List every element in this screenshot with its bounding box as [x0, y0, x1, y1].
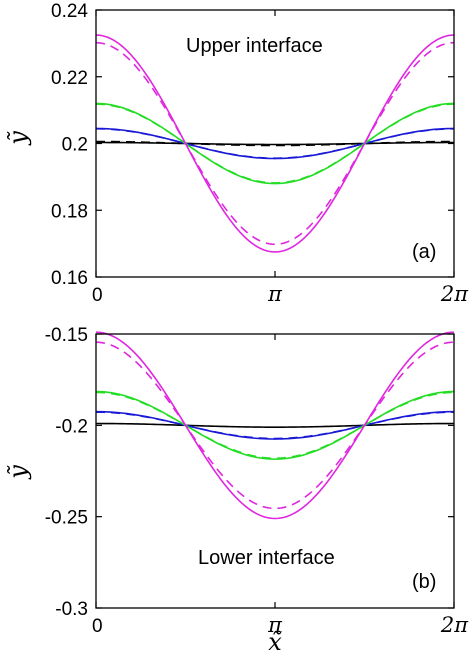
x-tick-label-upper-2: 2π: [440, 282, 469, 306]
series-line-upper-3: [95, 128, 455, 159]
y-axis-label-lower: ỹ: [4, 465, 32, 480]
series-line-lower-0: [96, 422, 454, 428]
ticks-lower: -0.3 -0.25 -0.2 -0.15 0 π 2π: [45, 325, 470, 637]
y-tick-label-upper-3: 0.22: [51, 68, 88, 89]
annotation-upper: Upper interface: [186, 35, 323, 57]
y-axis-label-upper: ỹ: [4, 131, 32, 146]
series-line-upper-7: [95, 41, 455, 246]
x-tick-label-lower-1: π: [267, 613, 283, 637]
series-line-lower-2: [95, 411, 455, 440]
ticks-upper: 0.16 0.18 0.2 0.22 0.24 0 π 2π: [51, 1, 469, 306]
y-tick-label-lower-0: -0.3: [55, 599, 88, 620]
y-tick-label-lower-3: -0.15: [45, 325, 88, 346]
x-tick-label-upper-0: 0: [92, 285, 103, 306]
curves-upper: [95, 34, 455, 253]
y-tick-label-upper-4: 0.24: [51, 1, 88, 22]
series-line-lower-6: [95, 341, 455, 510]
y-tick-label-lower-1: -0.25: [45, 508, 88, 529]
series-line-lower-5: [95, 331, 455, 520]
y-tick-label-upper-0: 0.16: [51, 268, 88, 289]
series-line-upper-6: [95, 34, 455, 253]
annotation-lower: Lower interface: [198, 547, 335, 569]
series-line-upper-5: [95, 103, 455, 184]
y-tick-label-lower-2: -0.2: [55, 416, 88, 437]
panel-label-a: (a): [412, 241, 436, 263]
x-axis-label: x̃: [268, 628, 282, 656]
x-tick-label-upper-1: π: [267, 282, 283, 306]
panel-upper: 0.160.180.20.220.240 π 2π Upper interface …: [4, 1, 469, 306]
panel-label-b: (b): [412, 571, 436, 593]
y-tick-label-upper-1: 0.18: [51, 201, 88, 222]
series-line-upper-0: [96, 141, 454, 146]
panel-lower: -0.3 -0.25 -0.2 -0.15 0 π 2π Lower interface (…: [4, 325, 469, 656]
x-tick-label-lower-0: 0: [92, 616, 103, 637]
series-line-lower-3: [95, 390, 455, 460]
series-line-lower-1: [95, 410, 455, 440]
curves-lower: [95, 331, 455, 520]
x-tick-label-lower-2: 2π: [440, 613, 469, 637]
series-line-lower-4: [95, 391, 455, 460]
y-tick-label-upper-2: 0.2: [62, 135, 88, 156]
